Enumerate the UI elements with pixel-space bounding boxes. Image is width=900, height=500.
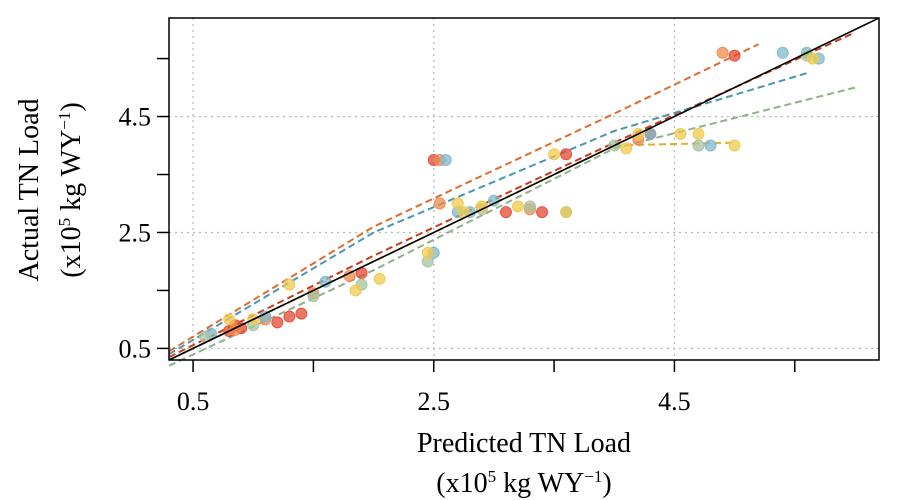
data-point: [223, 313, 236, 326]
grid-lines: [169, 18, 879, 360]
data-point: [283, 310, 296, 323]
data-point: [349, 284, 362, 297]
x-axis-title-units: (x105 kg WY−1): [436, 467, 611, 499]
plot-frame: [168, 17, 880, 361]
y-axis-title-units: (x105 kg WY−1): [55, 102, 87, 277]
data-point: [560, 206, 573, 219]
data-point: [283, 278, 296, 291]
data-point: [421, 246, 434, 259]
series-fit-line: [168, 72, 808, 356]
data-point: [716, 46, 729, 59]
x-tick-label: 0.5: [177, 387, 210, 416]
data-point: [259, 310, 272, 323]
data-point: [560, 148, 573, 161]
data-point: [524, 200, 537, 213]
data-point: [548, 148, 561, 161]
data-point: [511, 200, 524, 213]
y-axis-title: Actual TN Load: [14, 99, 45, 282]
y-tick-label: 2.5: [119, 218, 152, 247]
one-to-one-line-mark: [168, 17, 880, 361]
one-to-one-line: [168, 17, 880, 361]
data-point: [487, 194, 500, 207]
data-point: [806, 52, 819, 65]
data-point: [439, 154, 452, 167]
data-point: [776, 46, 789, 59]
data-point: [343, 269, 356, 282]
data-point: [433, 197, 446, 210]
x-tick-label: 2.5: [417, 387, 450, 416]
y-axis: 0.5 2.5 4.5: [119, 57, 169, 363]
data-point: [620, 142, 633, 155]
y-tick-label: 4.5: [119, 103, 152, 132]
y-tick-label: 0.5: [119, 334, 152, 363]
data-point: [728, 139, 741, 152]
x-axis-title: Predicted TN Load: [417, 428, 631, 459]
x-axis: 0.5 2.5 4.5: [177, 360, 796, 416]
series-fit-line: [168, 86, 856, 367]
data-point: [475, 200, 488, 213]
x-tick-label: 4.5: [658, 387, 691, 416]
data-point: [319, 275, 332, 288]
data-point: [295, 307, 308, 320]
data-point: [373, 272, 386, 285]
data-point: [451, 197, 464, 210]
data-point: [536, 206, 549, 219]
data-point: [728, 49, 741, 62]
data-point: [674, 127, 687, 140]
series-fit-line: [168, 43, 760, 353]
data-point: [692, 139, 705, 152]
data-point: [692, 127, 705, 140]
data-point: [704, 139, 717, 152]
data-point: [271, 316, 284, 329]
data-point: [499, 206, 512, 219]
series-fit-line: [168, 31, 856, 358]
